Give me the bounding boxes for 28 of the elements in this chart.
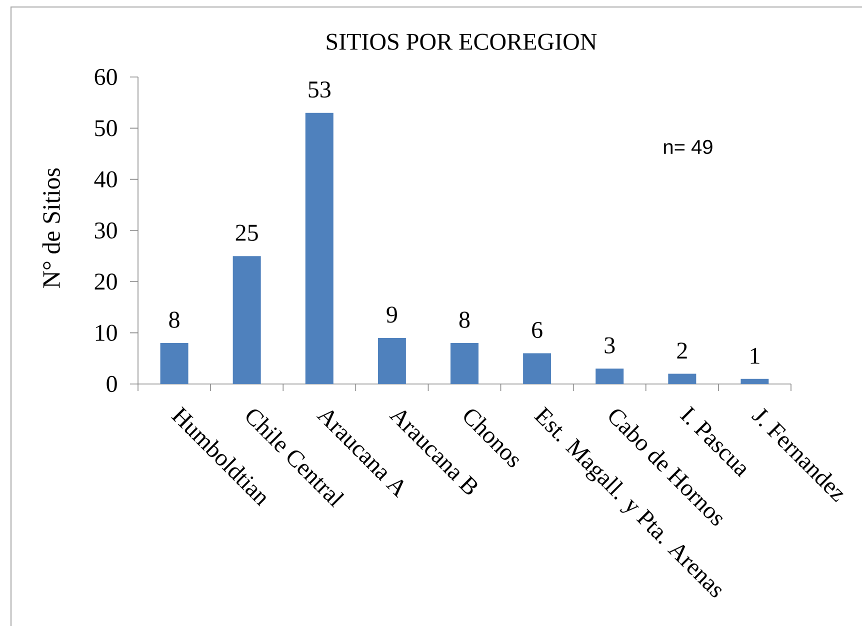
y-axis-title: N° de Sitios [42, 168, 60, 288]
y-tick-label: 30 [94, 222, 117, 239]
bar [160, 343, 188, 384]
y-tick-label: 20 [94, 274, 117, 290]
bar [596, 368, 624, 384]
data-label: 25 [236, 224, 258, 241]
y-tick-label: 60 [94, 68, 117, 86]
bar [523, 353, 552, 384]
y-tick-label: 10 [96, 324, 117, 341]
annotation: n= 49 [664, 140, 712, 154]
chart-title: SITIOS POR ECOREGION [326, 34, 597, 50]
y-tick-label: 0 [106, 376, 117, 392]
data-label: 2 [677, 342, 687, 359]
data-label: 6 [532, 322, 542, 338]
data-label: 3 [604, 337, 615, 354]
data-label: 53 [308, 81, 330, 98]
data-label: 8 [169, 312, 180, 328]
bar [305, 112, 334, 384]
bar [668, 374, 696, 384]
bar [232, 256, 261, 384]
data-label: 9 [386, 306, 397, 323]
y-tick-label: 50 [95, 120, 117, 136]
bar [378, 338, 406, 384]
data-label: 8 [459, 312, 470, 328]
data-label: 1 [750, 348, 760, 364]
bar [450, 343, 478, 384]
y-tick-label: 40 [94, 171, 117, 188]
bar [740, 378, 769, 384]
